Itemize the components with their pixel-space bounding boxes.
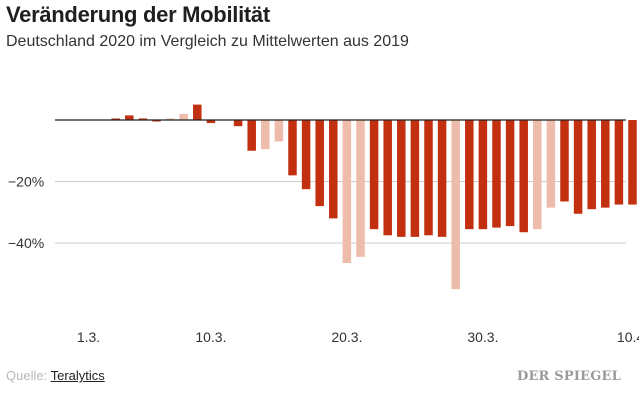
bar (519, 120, 528, 233)
bar (152, 120, 161, 122)
chart-title: Veränderung der Mobilität (6, 2, 270, 27)
bar (288, 120, 297, 176)
bar (233, 120, 243, 127)
bar (111, 118, 120, 120)
bar (301, 120, 311, 190)
bar (573, 120, 583, 214)
x-tick-label: 10.3. (195, 329, 226, 345)
bar (247, 120, 256, 151)
bar (465, 120, 474, 230)
bar (587, 120, 596, 210)
bar (492, 120, 501, 228)
bar (315, 120, 324, 207)
source-link[interactable]: Teralytics (50, 368, 105, 383)
y-tick-label: −40% (8, 235, 44, 251)
grid-layer (55, 181, 626, 244)
bar (274, 120, 284, 142)
bar (165, 118, 175, 120)
bar (342, 120, 352, 263)
bar (138, 118, 148, 120)
x-tick-label: 10.4. (617, 329, 639, 345)
bar (424, 120, 433, 236)
x-tick-label: 1.3. (77, 329, 100, 345)
bar (356, 120, 365, 257)
bar (410, 120, 420, 237)
brand-logo: DER SPIEGEL (516, 369, 621, 384)
bar-chart: −20% −40% 1.3. 10.3. 20.3. 30.3. 10.4. (8, 104, 639, 345)
bar (546, 120, 556, 208)
x-tick-label: 30.3. (467, 329, 498, 345)
bar (601, 120, 610, 208)
bar (369, 120, 379, 230)
y-tick-label: −20% (8, 174, 44, 190)
bar (329, 120, 338, 219)
bar (261, 120, 270, 150)
chart-subtitle: Deutschland 2020 im Vergleich zu Mittelw… (6, 33, 409, 50)
bar (628, 120, 637, 205)
bar (533, 120, 542, 230)
bar (478, 120, 488, 230)
bar (206, 120, 216, 124)
x-tick-label: 20.3. (331, 329, 362, 345)
bar (125, 115, 134, 120)
bar (397, 120, 406, 237)
bar (193, 104, 202, 120)
source-label: Quelle: (6, 368, 48, 383)
bar (505, 120, 515, 227)
axis-layer: −20% −40% 1.3. 10.3. 20.3. 30.3. 10.4. (8, 119, 639, 345)
source-note: Quelle: Teralytics (6, 368, 105, 383)
bar (560, 120, 569, 202)
bar (451, 120, 460, 290)
bar-layer (111, 104, 637, 290)
bar (383, 120, 392, 236)
bar (437, 120, 447, 237)
bar (179, 113, 188, 120)
bar (614, 120, 624, 205)
